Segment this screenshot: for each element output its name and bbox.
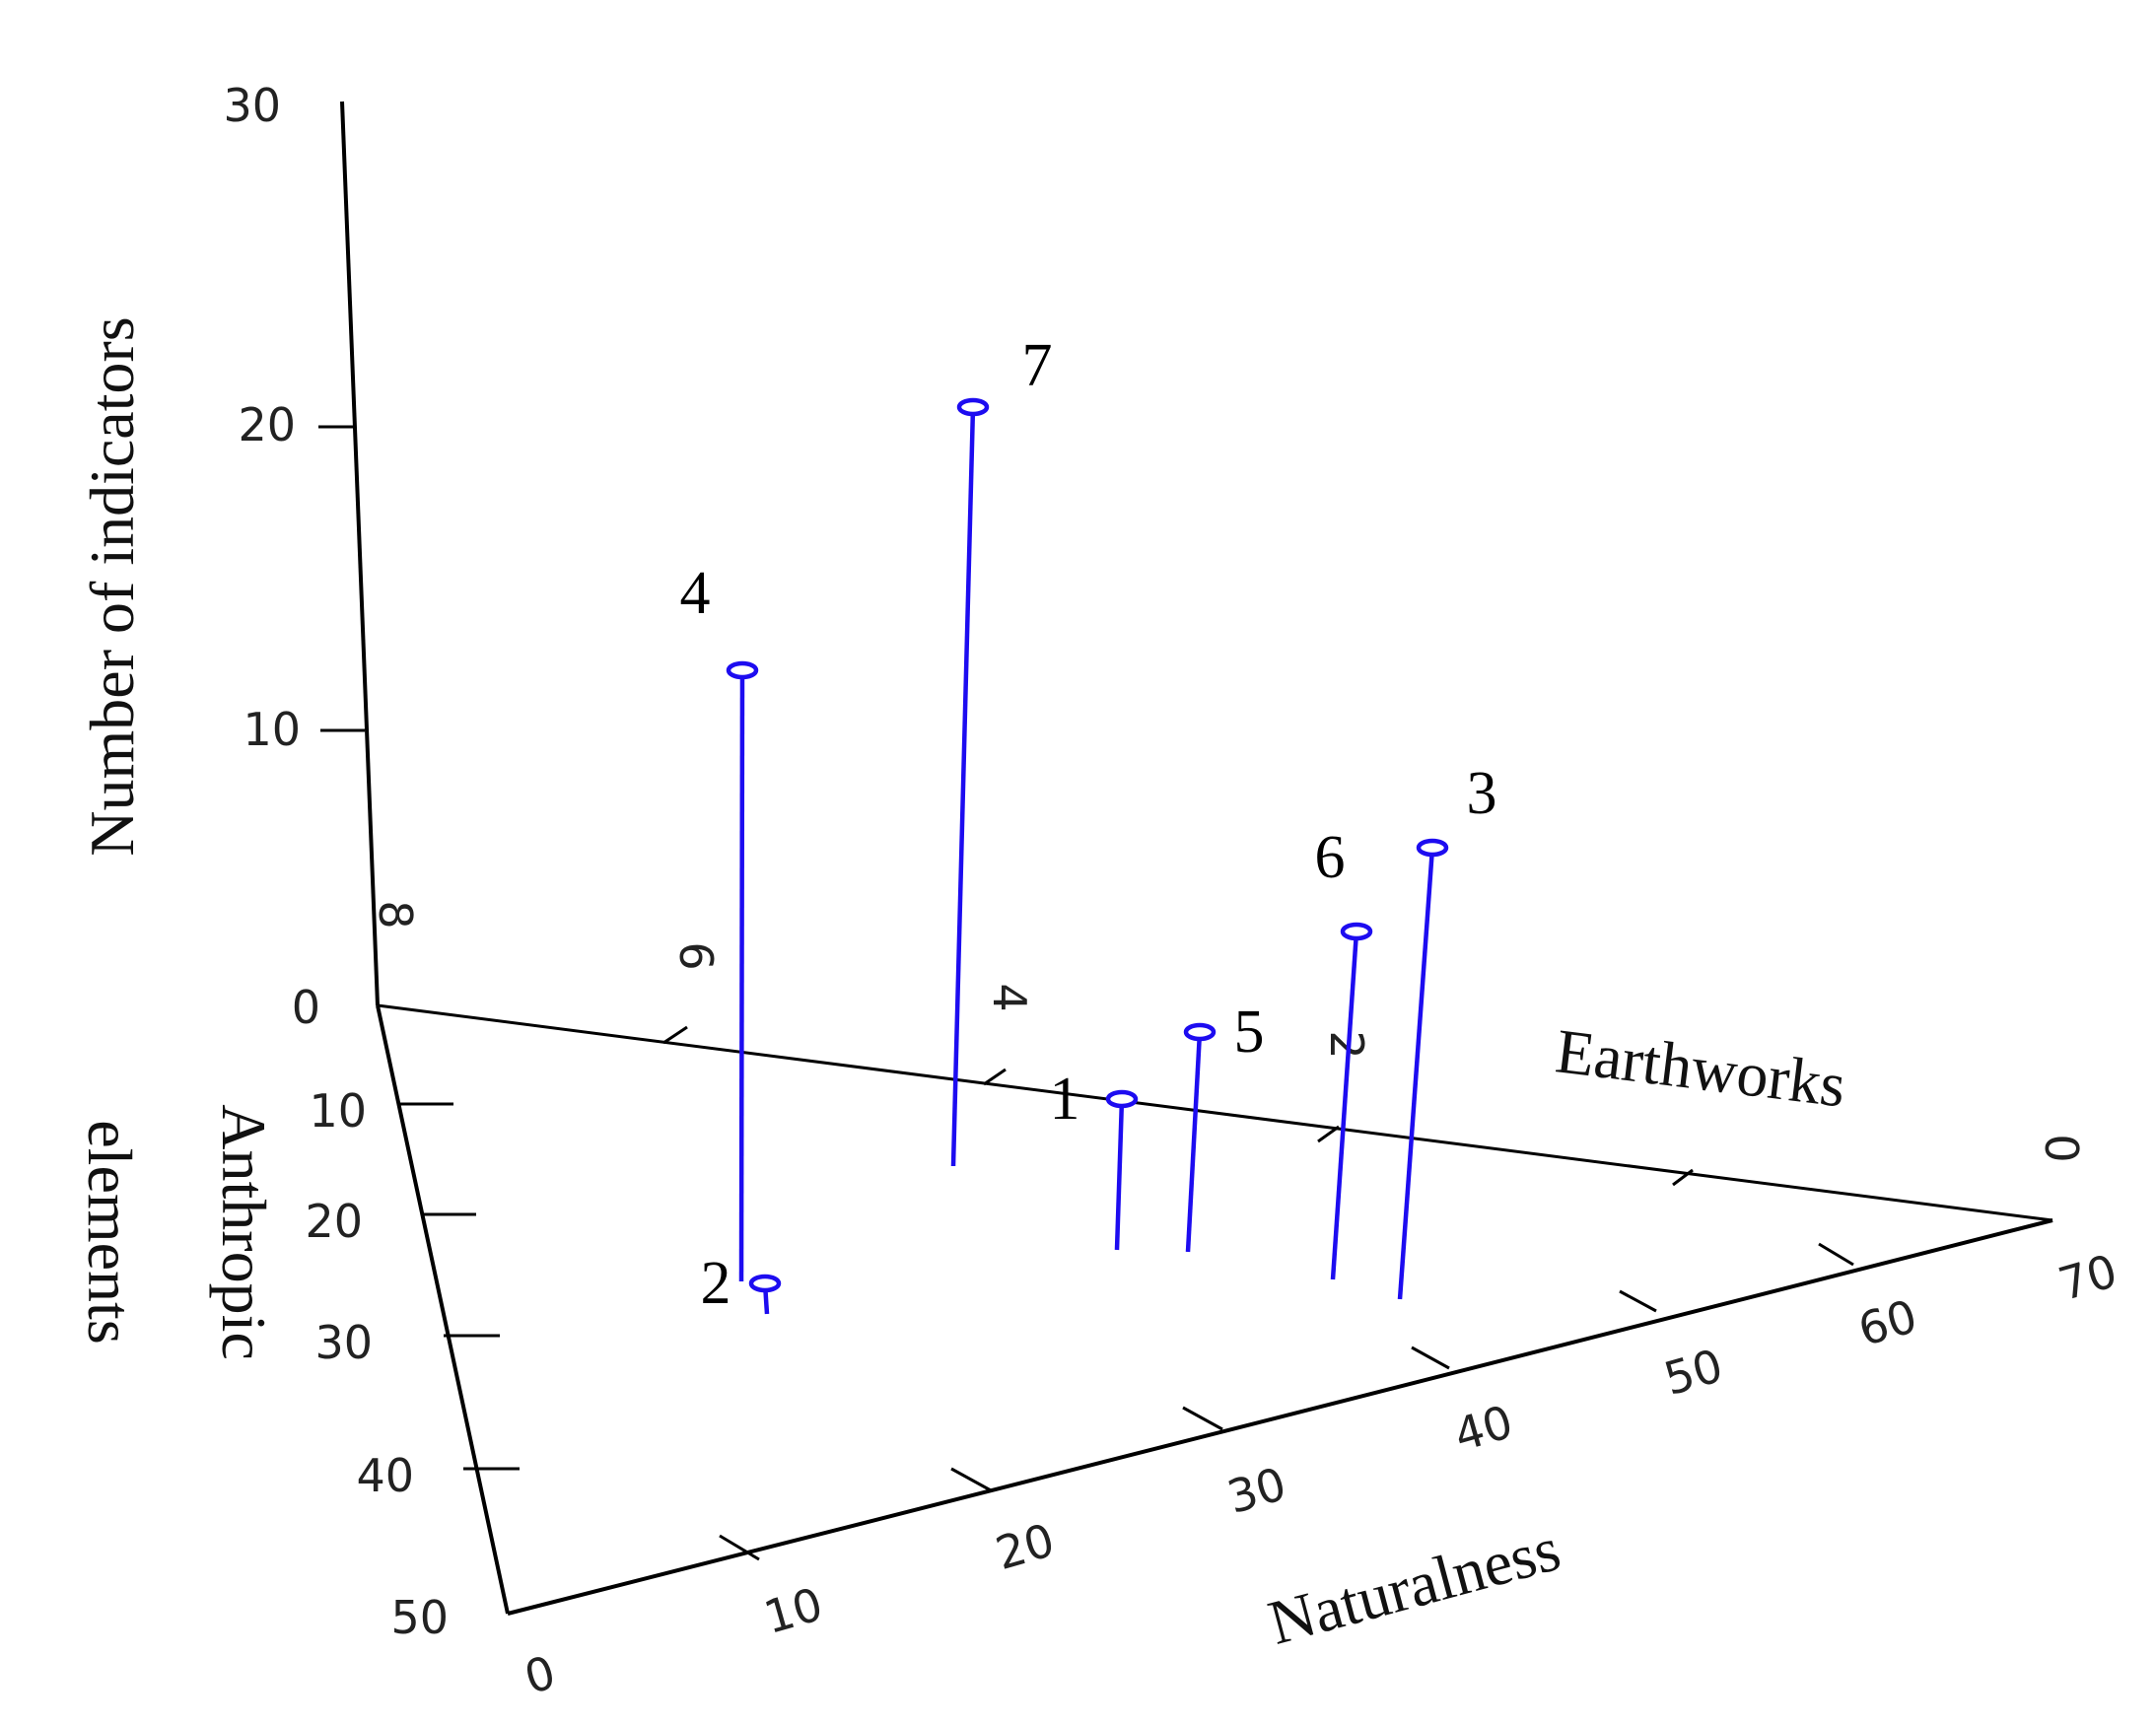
earthworks-tick bbox=[1317, 1125, 1340, 1143]
anthropic-axis: 10 20 30 40 50 Anthropic elements bbox=[75, 1084, 520, 1644]
naturalness-tick-label: 30 bbox=[1221, 1457, 1291, 1524]
data-point-1: 1 bbox=[1050, 1066, 1139, 1251]
data-point-marker bbox=[956, 397, 990, 417]
anthropic-axis-title-line1: Anthropic bbox=[209, 1104, 279, 1360]
naturalness-tick-label: 40 bbox=[1448, 1395, 1518, 1462]
z-tick-label: 20 bbox=[238, 398, 296, 451]
data-point-label: 1 bbox=[1050, 1066, 1080, 1133]
data-point-label: 3 bbox=[1467, 760, 1497, 827]
z-tick-label: 0 bbox=[292, 981, 320, 1034]
data-point-stem bbox=[738, 669, 745, 1282]
anthropic-tick-label: 10 bbox=[309, 1084, 367, 1138]
naturalness-tick-label: 10 bbox=[758, 1577, 828, 1644]
naturalness-tick bbox=[950, 1467, 992, 1492]
z-axis-title: Number of indicators bbox=[77, 316, 147, 856]
data-point-label: 7 bbox=[1022, 332, 1053, 399]
data-point-stem bbox=[1330, 931, 1359, 1280]
data-points: 1 2 3 4 5 6 7 bbox=[680, 332, 1497, 1317]
data-point-stem bbox=[1114, 1098, 1125, 1251]
naturalness-tick bbox=[1619, 1289, 1657, 1313]
data-point-marker bbox=[1416, 838, 1449, 858]
data-point-stem bbox=[950, 406, 976, 1167]
earthworks-axis-title: Earthworks bbox=[1552, 1015, 1848, 1120]
z-axis-line bbox=[340, 101, 380, 1006]
naturalness-tick-label: 50 bbox=[1658, 1339, 1728, 1406]
data-point-label: 6 bbox=[1315, 824, 1346, 891]
anthropic-tick-label: 20 bbox=[305, 1195, 363, 1248]
earthworks-tick-label: 4 bbox=[983, 983, 1036, 1011]
data-point-marker bbox=[1183, 1022, 1217, 1042]
data-point-4: 4 bbox=[680, 560, 759, 1282]
naturalness-tick-label: 60 bbox=[1852, 1289, 1922, 1356]
data-point-label: 4 bbox=[680, 560, 711, 627]
axis-lines bbox=[340, 101, 2053, 1616]
anthropic-tick-label: 30 bbox=[314, 1316, 373, 1369]
anthropic-tick-label: 50 bbox=[390, 1591, 449, 1644]
naturalness-axis-line bbox=[507, 1218, 2053, 1616]
anthropic-tick-label: 40 bbox=[356, 1449, 414, 1502]
earthworks-tick bbox=[1672, 1168, 1694, 1187]
data-point-marker bbox=[748, 1274, 782, 1293]
earthworks-tick-label: 8 bbox=[369, 900, 422, 929]
earthworks-tick-label: 0 bbox=[2035, 1134, 2088, 1162]
earthworks-tick-label: 6 bbox=[669, 941, 723, 970]
naturalness-tick-label: 0 bbox=[519, 1645, 561, 1704]
naturalness-tick bbox=[1818, 1242, 1854, 1267]
naturalness-tick bbox=[1411, 1346, 1450, 1370]
data-point-6: 6 bbox=[1315, 824, 1373, 1280]
naturalness-tick-label: 20 bbox=[990, 1513, 1060, 1580]
anthropic-axis-line bbox=[376, 1004, 510, 1615]
naturalness-tick bbox=[1182, 1406, 1223, 1431]
earthworks-tick bbox=[662, 1025, 688, 1045]
earthworks-tick bbox=[983, 1068, 1007, 1086]
data-point-label: 5 bbox=[1234, 999, 1265, 1066]
anthropic-axis-title-line2: elements bbox=[75, 1120, 145, 1344]
data-point-marker bbox=[1340, 922, 1373, 941]
data-point-label: 2 bbox=[701, 1250, 731, 1317]
naturalness-axis-title: Naturalness bbox=[1262, 1513, 1567, 1658]
data-point-marker bbox=[726, 660, 759, 680]
data-point-marker bbox=[1105, 1089, 1139, 1109]
earthworks-axis-line bbox=[377, 1003, 2053, 1222]
data-point-stem bbox=[1397, 847, 1435, 1300]
z-axis: 0 10 20 30 Number of indicators bbox=[77, 79, 365, 1034]
data-point-stem bbox=[1185, 1031, 1203, 1253]
z-tick-label: 30 bbox=[223, 79, 281, 132]
data-point-5: 5 bbox=[1183, 999, 1265, 1253]
naturalness-tick-label: 70 bbox=[2052, 1244, 2122, 1311]
naturalness-axis: 0 10 20 30 40 50 60 70 Naturalness bbox=[519, 1242, 2122, 1704]
data-point-7: 7 bbox=[950, 332, 1053, 1167]
data-point-2: 2 bbox=[701, 1250, 782, 1317]
z-tick-label: 10 bbox=[243, 703, 301, 756]
data-point-3: 3 bbox=[1397, 760, 1497, 1300]
earthworks-axis: 0 2 4 6 8 Earthworks bbox=[369, 900, 2088, 1187]
naturalness-tick bbox=[719, 1534, 760, 1561]
